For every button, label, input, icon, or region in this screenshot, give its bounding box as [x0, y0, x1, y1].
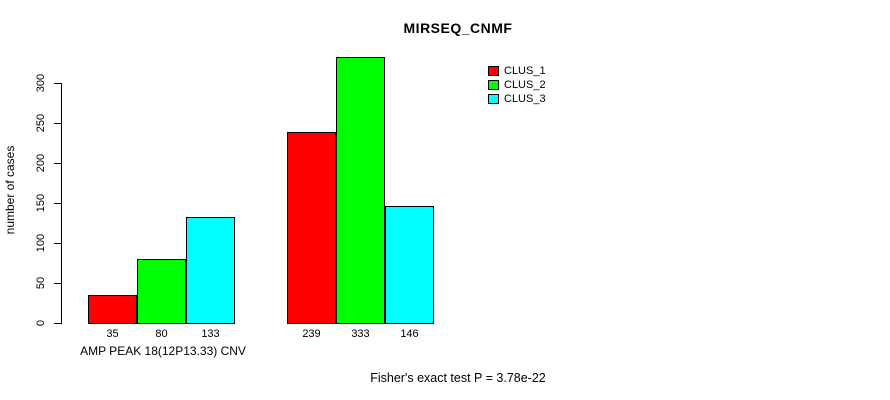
legend-label: CLUS_3	[504, 93, 546, 105]
legend-label: CLUS_2	[504, 79, 546, 91]
fisher-test-annotation: Fisher's exact test P = 3.78e-22	[370, 371, 546, 385]
legend-swatch-icon	[488, 94, 499, 104]
y-axis-line	[61, 83, 62, 324]
chart-title: MIRSEQ_CNMF	[403, 20, 513, 36]
y-axis-title: number of cases	[3, 145, 17, 235]
legend-label: CLUS_1	[504, 65, 546, 77]
legend-item-clus_2: CLUS_2	[488, 78, 546, 92]
bar-value-label: 133	[201, 328, 220, 340]
y-tick-label-200: 200	[35, 153, 47, 173]
bar-clus_1-group2	[287, 132, 336, 324]
legend-swatch-icon	[488, 66, 499, 76]
legend: CLUS_1 CLUS_2 CLUS_3	[488, 64, 546, 106]
bar-clus_1-group1	[88, 295, 137, 324]
y-tick-label-150: 150	[35, 193, 47, 213]
y-tick-label-100: 100	[35, 233, 47, 253]
bar-value-label: 35	[106, 328, 119, 340]
legend-item-clus_1: CLUS_1	[488, 64, 546, 78]
y-tick-label-300: 300	[35, 73, 47, 93]
y-tick-label-50: 50	[35, 276, 47, 290]
bar-value-label: 239	[302, 328, 321, 340]
y-tick-200	[54, 163, 61, 164]
y-tick-label-250: 250	[35, 113, 47, 133]
bar-value-label: 80	[155, 328, 168, 340]
y-tick-150	[54, 203, 61, 204]
y-tick-250	[54, 123, 61, 124]
y-tick-50	[54, 283, 61, 284]
legend-swatch-icon	[488, 80, 499, 90]
y-tick-0	[54, 323, 61, 324]
y-tick-label-0: 0	[35, 319, 47, 327]
legend-item-clus_3: CLUS_3	[488, 92, 546, 106]
bar-clus_2-group2	[336, 57, 385, 324]
bar-clus_2-group1	[137, 259, 186, 324]
y-tick-300	[54, 83, 61, 84]
bar-clus_3-group1	[186, 217, 235, 324]
y-tick-100	[54, 243, 61, 244]
bar-clus_3-group2	[385, 206, 434, 324]
x-axis-label: AMP PEAK 18(12P13.33) CNV	[80, 344, 246, 358]
bar-value-label: 146	[400, 328, 419, 340]
bar-value-label: 333	[351, 328, 370, 340]
